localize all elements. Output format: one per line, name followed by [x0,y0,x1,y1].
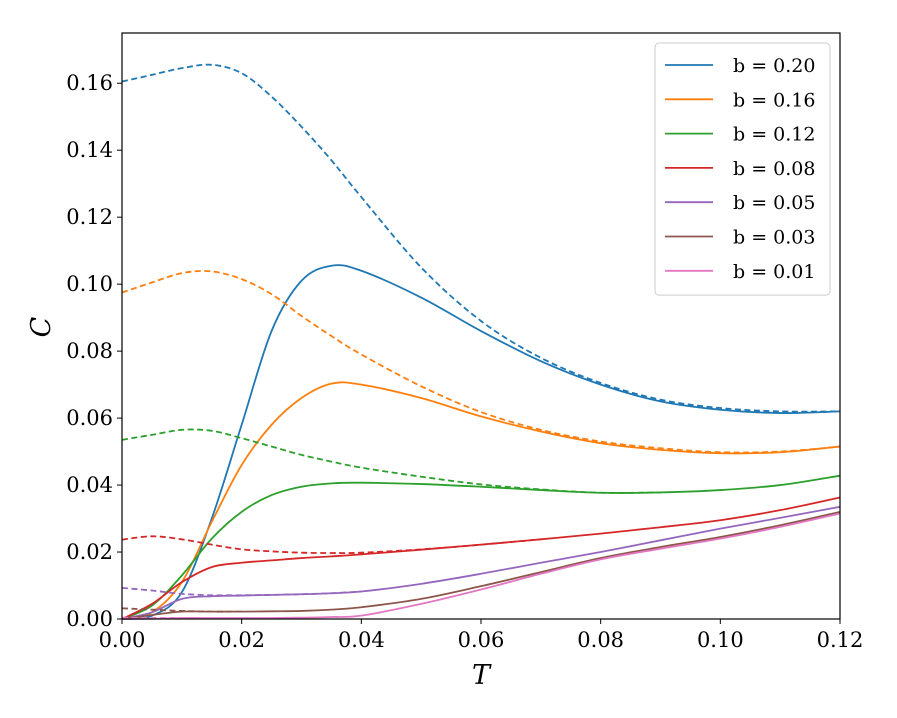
y-tick-label: 0.14 [66,138,113,162]
axis-ticks: 0.00 0.02 0.04 0.06 0.08 0.10 0.12 0.00 0.02 0.04… [66,71,863,652]
x-tick-label: 0.02 [218,628,265,652]
y-tick-label: 0.00 [66,607,113,631]
series-5-solid-line [121,510,841,620]
y-tick-label: 0.12 [66,205,113,229]
series-6-solid-line [121,512,841,620]
legend-label: b = 0.08 [733,158,815,180]
y-tick-label: 0.16 [66,71,113,95]
series-0-dashed-line [121,63,841,413]
x-tick-label: 0.04 [338,628,385,652]
x-tick-label: 0.12 [817,628,864,652]
legend-label: b = 0.20 [733,55,815,77]
series-4-solid-line [121,505,841,620]
legend: b = 0.20 b = 0.16 b = 0.12 b = 0.08 b = 0.05… [654,42,831,296]
series-lines [121,63,841,620]
legend-label: b = 0.05 [733,192,815,214]
series-0-solid-line [121,264,841,620]
y-tick-label: 0.04 [66,473,113,497]
series-1-solid-line [121,381,841,620]
y-tick-label: 0.08 [66,339,113,363]
x-axis-label: T [472,660,492,691]
x-tick-label: 0.00 [99,628,146,652]
x-tick-label: 0.08 [577,628,624,652]
y-axis-label: C [26,316,57,337]
x-tick-label: 0.06 [458,628,505,652]
series-1-dashed-line [121,270,841,454]
series-3-solid-line [121,496,841,620]
legend-label: b = 0.12 [733,124,815,146]
legend-box [654,42,831,296]
legend-label: b = 0.01 [733,261,815,283]
series-2-solid-line [121,474,841,620]
x-tick-label: 0.10 [697,628,744,652]
legend-label: b = 0.16 [733,89,815,111]
y-tick-label: 0.02 [66,540,113,564]
y-tick-label: 0.10 [66,272,113,296]
legend-label: b = 0.03 [733,227,815,249]
y-tick-label: 0.06 [66,406,113,430]
